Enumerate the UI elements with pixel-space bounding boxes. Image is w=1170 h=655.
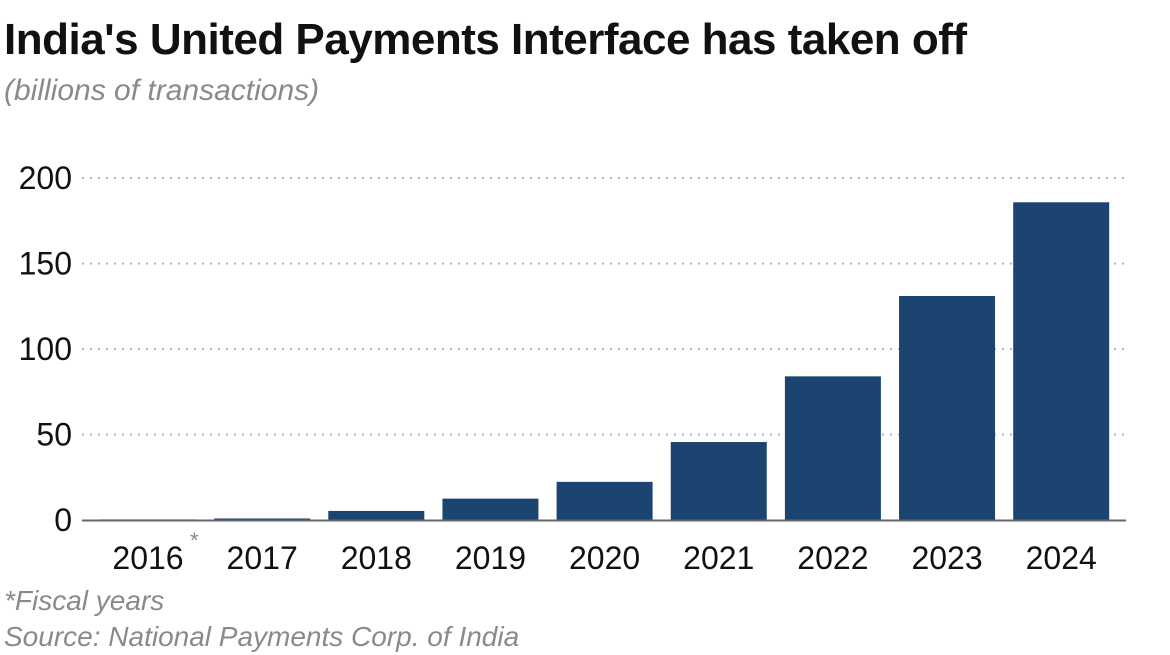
x-tick-label: 2020 [569,540,640,576]
y-tick-label: 0 [54,502,72,538]
x-tick-label: 2017 [227,540,298,576]
y-tick-label: 150 [19,246,72,282]
y-tick-label: 50 [36,417,72,453]
y-axis-ticks: 0 50 100 150 200 [19,160,72,538]
bar-2019 [442,498,539,520]
bar-2023 [899,295,996,520]
bar-2020 [556,481,653,520]
x-tick-label: 2019 [455,540,526,576]
x-tick-label: 2016 [112,540,183,576]
chart-title: India's United Payments Interface has ta… [4,15,967,64]
x-tick-label: 2021 [683,540,754,576]
bar-2018 [328,510,425,520]
source-note: Source: National Payments Corp. of India [4,621,520,652]
gridlines [82,177,1126,436]
bar-2024 [1013,202,1110,521]
y-tick-label: 100 [19,331,72,367]
x-tick-label: 2022 [797,540,868,576]
x-tick-label: 2023 [911,540,982,576]
bar-2022 [784,376,881,520]
chart-subtitle: (billions of transactions) [4,74,320,107]
bar-2021 [670,442,767,520]
x-tick-label: 2018 [341,540,412,576]
x-tick-label: 2024 [1026,540,1097,576]
footnote: *Fiscal years [4,585,165,616]
x-axis-ticks: 2016 * 2017 2018 2019 2020 2021 2022 2023 2024 [112,528,1096,576]
bar-2017 [214,518,311,520]
bars [100,202,1110,521]
y-tick-label: 200 [19,160,72,196]
fiscal-year-footnote-mark: * [190,528,199,553]
